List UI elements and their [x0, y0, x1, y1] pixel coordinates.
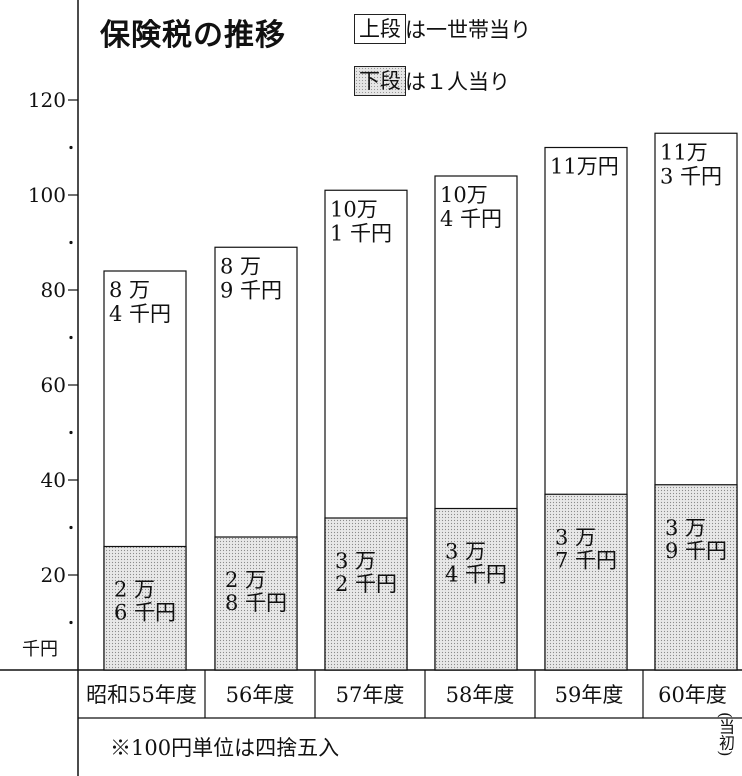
bar-lower-label: 3 万	[665, 516, 706, 540]
bar-lower-label: 2 万	[225, 568, 266, 592]
x-category-label: 59年度	[555, 683, 624, 707]
bar-upper-label: 8 万	[220, 254, 261, 278]
y-tick-label: 80	[41, 278, 66, 302]
bar-lower	[214, 536, 298, 671]
bar-lower	[654, 484, 738, 671]
bar-lower	[544, 493, 628, 671]
x-category-label: 56年度	[226, 683, 295, 707]
bar-lower-label: 6 千円	[114, 601, 176, 625]
bar-lower-label: 4 千円	[445, 563, 507, 587]
bar-lower-label: 3 万	[445, 540, 486, 564]
bar-lower	[103, 545, 187, 671]
bar-lower-label: 2 万	[114, 578, 155, 602]
y-tick-label: 20	[41, 563, 66, 587]
bar-upper-label: 1 千円	[330, 221, 392, 245]
legend-upper-text: は一世帯当り	[405, 18, 531, 42]
x-category-label: 昭和55年度	[86, 683, 197, 707]
bar-lower-label: 2 千円	[335, 572, 397, 596]
bar-lower-label: 9 千円	[665, 539, 727, 563]
y-minor-tick	[69, 240, 73, 245]
x-category-label: 58年度	[446, 683, 515, 707]
bar-upper-label: 11万円	[550, 155, 619, 179]
y-minor-tick	[69, 145, 73, 150]
y-tick-label: 120	[28, 88, 66, 112]
x-category-label: 60年度	[658, 683, 727, 707]
y-axis-unit: 千円	[22, 639, 58, 660]
y-tick-label: 60	[41, 373, 66, 397]
bar-upper-label: 10万	[440, 183, 488, 207]
bar-upper-label: 4 千円	[440, 207, 502, 231]
side-note: (当初)	[716, 712, 735, 757]
bar-upper-label: 11万	[660, 140, 708, 164]
bar-upper-label: 4 千円	[109, 302, 171, 326]
y-tick-label: 100	[28, 183, 66, 207]
bar-upper-label: 9 千円	[220, 278, 282, 302]
bar-lower	[434, 507, 518, 671]
bar-lower-label: 7 千円	[555, 548, 617, 572]
bar-lower-label: 3 万	[335, 549, 376, 573]
bar-lower-label: 8 千円	[225, 591, 287, 615]
legend-upper-swatch: 上段	[354, 14, 406, 44]
y-minor-tick	[69, 335, 73, 340]
y-minor-tick	[69, 430, 73, 435]
y-minor-tick	[69, 620, 73, 625]
y-tick-label: 40	[41, 468, 66, 492]
bar-lower-label: 3 万	[555, 525, 596, 549]
rounding-note: ※100円単位は四捨五入	[110, 736, 340, 760]
bar-upper-label: 10万	[330, 197, 378, 221]
bar-upper-label: 8 万	[109, 278, 150, 302]
y-minor-tick	[69, 525, 73, 530]
x-category-label: 57年度	[336, 683, 405, 707]
bar-upper-label: 3 千円	[660, 164, 722, 188]
chart-title: 保険税の推移	[100, 18, 286, 53]
bar-lower	[324, 517, 408, 671]
legend-lower-text: は１人当り	[405, 70, 510, 94]
legend-lower-swatch: 下段	[354, 66, 406, 96]
